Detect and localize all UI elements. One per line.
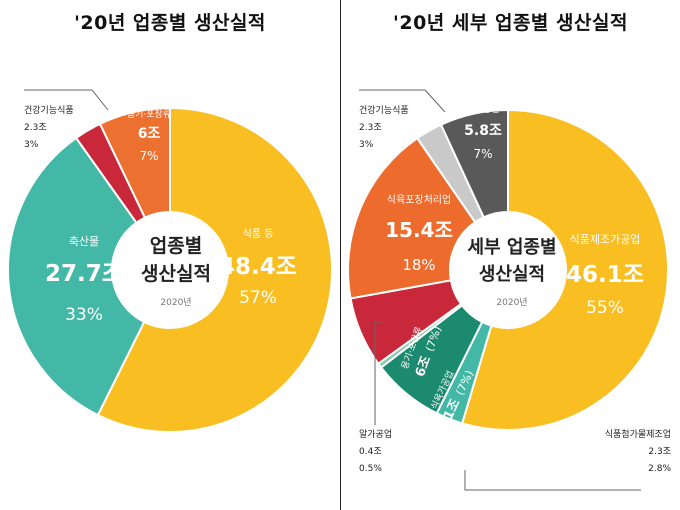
left-chart-panel: '20년 업종별 생산실적 업종별 생산실적 2020년 식품 등 48.4조 … [7,12,333,433]
right-callout-line-health [359,89,446,113]
left-slice-value-livestock: 27.7조 [45,261,123,287]
right-slice-value-container: 6조 [413,354,434,379]
right-slice-value-meatpack: 15.4조 [385,218,453,242]
left-callout-line-health [24,89,109,111]
right-slice-pct-manufacture: 55% [586,298,624,318]
right-slice-label-dairy: 유가공업 [466,104,499,115]
right-chart-title: '20년 세부 업종별 생산실적 [393,12,628,34]
right-callout-line-additive [464,470,641,491]
right-center-title-2: 생산실적 [479,264,545,285]
right-center-title-1: 세부 업종별 [467,237,556,258]
left-slice-label-container: 용기·포장류 [127,109,171,120]
right-callout-label-egg: 알가공업 [359,429,392,440]
right-callout-label-additive: 식품첨가물제조업 [605,429,671,440]
right-slice-value-dairy: 5.8조 [464,123,502,139]
left-slice-pct-livestock: 33% [65,305,103,325]
right-callout-value-health: 2.3조 [359,123,382,133]
left-center-year: 2020년 [160,297,191,308]
right-callout-value-egg: 0.4조 [359,447,382,457]
right-chart-panel: '20년 세부 업종별 생산실적 세부 업종별 생산실적 2020년 식품제조가… [341,0,680,510]
left-slice-3 [98,106,171,220]
left-donut-chart: 업종별 생산실적 2020년 식품 등 48.4조 57% 축산물 27.7조 … [7,89,333,433]
right-callout-pct-health: 3% [359,140,374,150]
right-callout-line-egg [374,321,381,425]
right-donut-hole [450,212,566,328]
right-slice-pct-meatpack: 18% [402,256,435,274]
right-callout-value-additive: 2.3조 [648,447,671,457]
left-donut-hole [112,212,228,328]
left-slice-label-livestock: 축산물 [69,235,99,248]
left-chart-title: '20년 업종별 생산실적 [74,12,266,34]
right-callout-pct-egg: 0.5% [359,464,382,474]
left-slice-pct-food: 57% [239,288,277,308]
left-callout-label-health: 건강기능식품 [24,105,74,116]
left-callout-pct-health: 3% [24,140,39,150]
right-slice-label-manufacture: 식품제조가공업 [570,233,641,246]
panel-divider [340,0,341,510]
right-slice-pct-dairy: 7% [473,147,492,161]
right-center-year: 2020년 [496,297,527,308]
left-callout-value-health: 2.3조 [24,123,47,133]
left-slice-value-container: 6조 [138,126,161,142]
right-slice-label-meatpack: 식육포장처리업 [387,193,451,206]
left-slice-pct-container: 7% [139,149,158,163]
left-center-title-2: 생산실적 [141,263,211,285]
right-slice-value-manufacture: 46.1조 [566,262,644,288]
right-callout-label-health: 건강기능식품 [359,105,409,116]
left-slice-label-food: 식품 등 [243,228,274,240]
right-callout-pct-additive: 2.8% [648,464,671,474]
right-donut-chart: 세부 업종별 생산실적 2020년 식품제조가공업 46.1조 55% 식육포장… [347,89,671,491]
left-slice-value-food: 48.4조 [219,254,297,280]
left-center-title-1: 업종별 [150,235,202,257]
